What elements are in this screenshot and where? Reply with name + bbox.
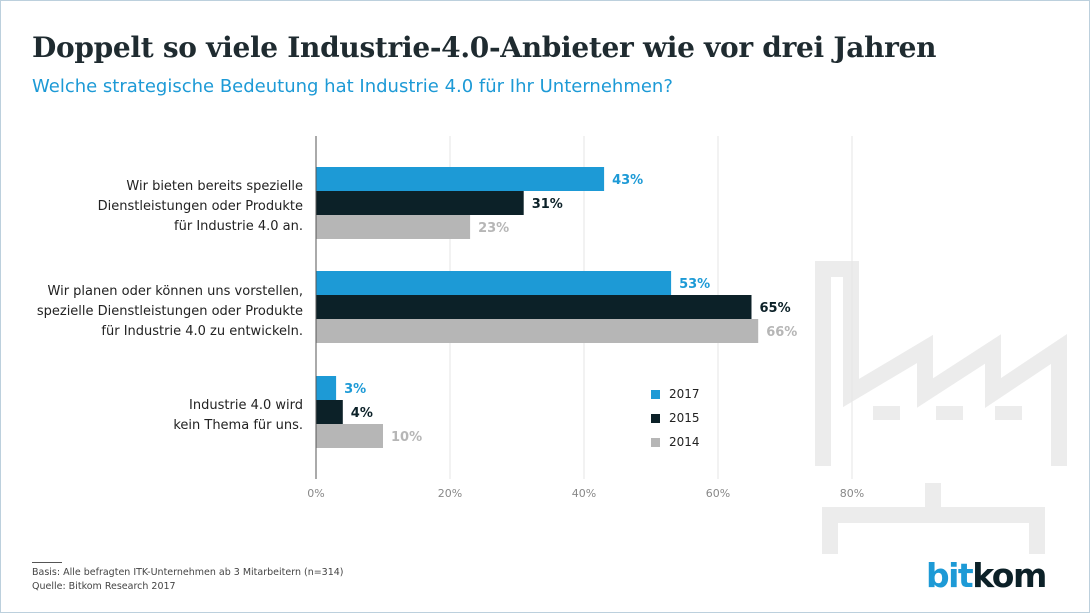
footer-divider bbox=[32, 562, 62, 563]
data-label: 53% bbox=[679, 277, 710, 292]
legend-item: 2015 bbox=[651, 406, 700, 430]
footnote-basis: Basis: Alle befragten ITK-Unternehmen ab… bbox=[32, 567, 344, 578]
bar-2015-2 bbox=[316, 295, 752, 319]
legend-swatch bbox=[651, 413, 660, 423]
category-label-line: Wir bieten bereits spezielle bbox=[126, 179, 303, 194]
bar-2017-1 bbox=[316, 167, 605, 191]
data-label: 65% bbox=[760, 301, 791, 316]
chart-title: Doppelt so viele Industrie-4.0-Anbieter … bbox=[32, 31, 937, 64]
category-label-line: kein Thema für uns. bbox=[173, 418, 303, 433]
data-label: 4% bbox=[351, 406, 373, 421]
category-label-line: Dienstleistungen oder Produkte bbox=[97, 199, 303, 214]
category-label: Wir bieten bereits spezielle Dienstleistu… bbox=[98, 177, 303, 237]
x-tick-label: 20% bbox=[438, 487, 462, 500]
bar-2015-1 bbox=[316, 191, 524, 215]
x-tick-label: 80% bbox=[840, 487, 864, 500]
bar-2017-2 bbox=[316, 271, 672, 295]
legend-item: 2017 bbox=[651, 382, 700, 406]
data-label: 31% bbox=[532, 197, 563, 212]
bar-2014-2 bbox=[316, 319, 759, 343]
category-label: Industrie 4.0 wird kein Thema für uns. bbox=[173, 396, 303, 436]
data-label: 66% bbox=[766, 325, 797, 340]
bar-2015-3 bbox=[316, 400, 343, 424]
bar-2014-3 bbox=[316, 424, 383, 448]
footnote-source: Quelle: Bitkom Research 2017 bbox=[32, 581, 176, 592]
x-tick-label: 40% bbox=[572, 487, 596, 500]
category-label-line: Industrie 4.0 wird bbox=[189, 398, 303, 413]
data-label: 23% bbox=[478, 221, 509, 236]
data-label: 10% bbox=[391, 430, 422, 445]
bar-2014-1 bbox=[316, 215, 471, 239]
legend-swatch bbox=[651, 437, 660, 447]
data-label: 3% bbox=[344, 382, 366, 397]
data-label: 43% bbox=[612, 173, 643, 188]
category-label-line: für Industrie 4.0 zu entwickeln. bbox=[101, 324, 303, 339]
bitkom-logo: bitkom bbox=[926, 556, 1047, 595]
legend-label: 2017 bbox=[669, 387, 700, 401]
legend-label: 2015 bbox=[669, 411, 700, 425]
bar-2017-3 bbox=[316, 376, 337, 400]
category-label-line: für Industrie 4.0 an. bbox=[174, 219, 303, 234]
legend-label: 2014 bbox=[669, 435, 700, 449]
category-label: Wir planen oder können uns vorstellen, sp… bbox=[37, 282, 303, 342]
category-label-line: spezielle Dienstleistungen oder Produkte bbox=[36, 304, 303, 319]
chart-subtitle: Welche strategische Bedeutung hat Indust… bbox=[32, 76, 673, 97]
category-label-line: Wir planen oder können uns vorstellen, bbox=[47, 284, 303, 299]
x-tick-label: 60% bbox=[706, 487, 730, 500]
legend-item: 2014 bbox=[651, 430, 700, 454]
x-tick-label: 0% bbox=[307, 487, 324, 500]
legend-swatch bbox=[651, 389, 660, 399]
chart-legend: 2017 2015 2014 bbox=[651, 382, 700, 454]
